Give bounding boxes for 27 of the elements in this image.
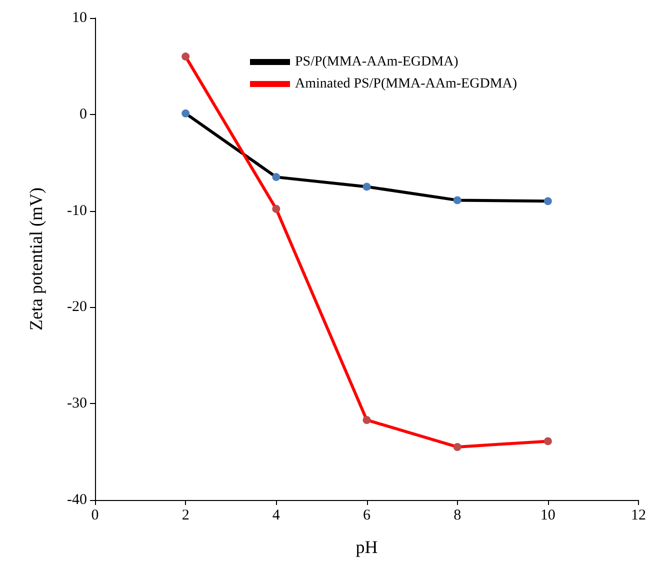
x-tick-label: 6 — [363, 508, 371, 524]
point — [544, 197, 552, 206]
point — [362, 182, 371, 191]
y-tick-label: -40 — [67, 492, 87, 508]
point — [453, 196, 462, 204]
point — [362, 416, 371, 424]
y-axis-title: Zeta potential (mV) — [26, 188, 46, 330]
y-tick-label: 10 — [72, 10, 87, 26]
legend-label: PS/P(MMA-AAm-EGDMA) — [295, 54, 459, 70]
x-axis-title: pH — [356, 537, 378, 557]
y-tick-label: -20 — [67, 299, 87, 316]
y-tick-label: -10 — [67, 202, 87, 219]
legend-label: Aminated PS/P(MMA-AAm-EGDMA) — [295, 76, 518, 92]
x-tick-label: 4 — [272, 508, 280, 524]
point — [272, 173, 280, 182]
point — [453, 442, 462, 451]
x-tick-label: 12 — [631, 508, 646, 524]
point — [182, 52, 190, 61]
y-tick-label: 0 — [80, 106, 87, 122]
x-tick-label: 0 — [91, 508, 99, 524]
x-tick-label: 2 — [182, 508, 190, 524]
point — [272, 204, 280, 213]
y-tick-label: -30 — [67, 396, 87, 412]
x-tick-label: 8 — [454, 508, 462, 524]
point — [544, 437, 552, 446]
x-tick-label: 10 — [540, 508, 556, 524]
point — [182, 109, 190, 118]
